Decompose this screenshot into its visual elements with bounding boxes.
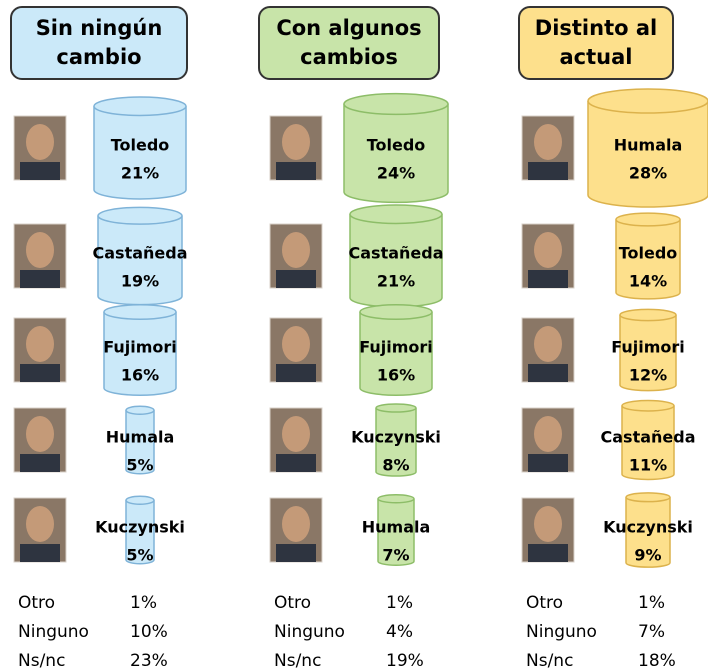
other-value: 4%	[386, 622, 413, 642]
value-label: 19%	[121, 272, 159, 291]
value-label: 11%	[629, 456, 667, 475]
value-label: 8%	[382, 456, 409, 475]
photo-body	[528, 364, 568, 382]
photo-face	[26, 124, 54, 160]
other-value: 23%	[130, 651, 168, 669]
photo-body	[20, 162, 60, 180]
other-label: Ns/nc	[18, 651, 65, 669]
cylinder-top	[104, 305, 176, 319]
candidate-name: Fujimori	[103, 338, 177, 357]
other-value: 19%	[386, 651, 424, 669]
other-value: 1%	[130, 593, 157, 613]
other-value: 1%	[386, 593, 413, 613]
value-label: 7%	[382, 546, 409, 565]
other-label: Otro	[274, 593, 311, 613]
cylinder-top	[376, 404, 416, 412]
candidate-name: Kuczynski	[603, 518, 693, 537]
candidate-name: Kuczynski	[351, 428, 441, 447]
photo-body	[276, 544, 316, 562]
chart: Toledo 21% Castañeda 19% Fujimori 16% Humala 5%…	[0, 0, 708, 669]
candidate-name: Humala	[614, 136, 683, 155]
cylinder-top	[350, 205, 442, 223]
photo-face	[282, 232, 310, 268]
other-label: Ns/nc	[526, 651, 573, 669]
cylinder-top	[98, 207, 182, 224]
other-label: Ninguno	[18, 622, 89, 642]
value-label: 14%	[629, 272, 667, 291]
value-label: 16%	[377, 366, 415, 385]
photo-face	[282, 416, 310, 452]
photo-body	[528, 454, 568, 472]
other-label: Ninguno	[526, 622, 597, 642]
candidate-name: Castañeda	[601, 428, 696, 447]
cylinder-top	[126, 406, 154, 414]
page: Sin ningún cambio Con algunos cambios Di…	[0, 0, 708, 669]
cylinder-top	[360, 305, 432, 319]
candidate-name: Kuczynski	[95, 518, 185, 537]
photo-face	[534, 416, 562, 452]
other-label: Otro	[526, 593, 563, 613]
photo-face	[534, 124, 562, 160]
cylinder-top	[622, 401, 674, 411]
cylinder-top	[344, 94, 448, 115]
candidate-name: Toledo	[619, 244, 678, 263]
photo-face	[534, 326, 562, 362]
value-label: 12%	[629, 366, 667, 385]
value-label: 28%	[629, 164, 667, 183]
photo-body	[20, 454, 60, 472]
cylinder-top	[626, 493, 670, 502]
photo-body	[528, 162, 568, 180]
photo-face	[26, 326, 54, 362]
photo-face	[282, 124, 310, 160]
candidate-name: Humala	[362, 518, 431, 537]
cylinder-top	[378, 495, 414, 503]
photo-body	[528, 270, 568, 288]
value-label: 21%	[121, 164, 159, 183]
other-label: Ninguno	[274, 622, 345, 642]
candidate-name: Humala	[106, 428, 175, 447]
cylinder-top	[126, 496, 154, 504]
value-label: 16%	[121, 366, 159, 385]
value-label: 24%	[377, 164, 415, 183]
candidate-name: Toledo	[367, 136, 426, 155]
photo-face	[282, 506, 310, 542]
photo-face	[282, 326, 310, 362]
photo-face	[26, 232, 54, 268]
photo-body	[276, 454, 316, 472]
other-value: 7%	[638, 622, 665, 642]
cylinder-top	[588, 89, 708, 113]
photo-body	[276, 364, 316, 382]
photo-face	[534, 506, 562, 542]
photo-body	[276, 162, 316, 180]
photo-face	[26, 506, 54, 542]
photo-face	[534, 232, 562, 268]
cylinder-top	[620, 309, 676, 320]
other-value: 1%	[638, 593, 665, 613]
candidate-name: Castañeda	[93, 244, 188, 263]
cylinder-top	[616, 213, 680, 226]
cylinder-top	[94, 97, 186, 115]
value-label: 5%	[126, 546, 153, 565]
other-label: Ns/nc	[274, 651, 321, 669]
value-label: 21%	[377, 272, 415, 291]
other-label: Otro	[18, 593, 55, 613]
candidate-name: Castañeda	[349, 244, 444, 263]
candidate-name: Toledo	[111, 136, 170, 155]
other-value: 10%	[130, 622, 168, 642]
candidate-name: Fujimori	[359, 338, 433, 357]
photo-body	[276, 270, 316, 288]
photo-body	[20, 270, 60, 288]
photo-face	[26, 416, 54, 452]
photo-body	[528, 544, 568, 562]
value-label: 9%	[634, 546, 661, 565]
photo-body	[20, 364, 60, 382]
value-label: 5%	[126, 456, 153, 475]
candidate-name: Fujimori	[611, 338, 685, 357]
photo-body	[20, 544, 60, 562]
other-value: 18%	[638, 651, 676, 669]
